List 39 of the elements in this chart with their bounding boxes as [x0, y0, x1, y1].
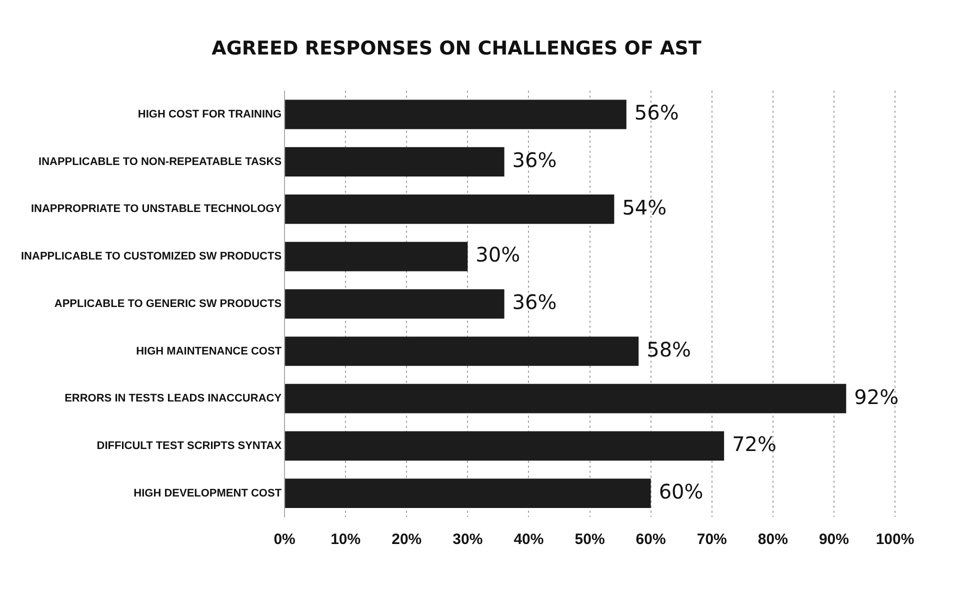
data-label: 36%	[512, 148, 557, 172]
x-tick-label: 40%	[514, 531, 544, 548]
data-label: 30%	[476, 242, 520, 267]
data-label: 36%	[512, 290, 557, 314]
bar	[285, 194, 614, 224]
x-tick-label: 100%	[876, 531, 914, 548]
data-label: 58%	[646, 337, 692, 362]
data-label: 72%	[732, 432, 777, 456]
bar	[285, 431, 724, 461]
bar	[285, 242, 468, 272]
data-label: 54%	[622, 195, 667, 220]
bar	[285, 289, 504, 319]
data-label: 60%	[658, 480, 704, 504]
chart-title: AGREED RESPONSES ON CHALLENGES OF AST	[212, 37, 702, 60]
bar	[285, 478, 651, 508]
x-tick-label: 30%	[452, 531, 483, 548]
data-label: 92%	[854, 384, 899, 409]
x-tick-label: 90%	[818, 531, 849, 548]
x-tick-label: 60%	[636, 531, 666, 548]
data-label: 56%	[634, 100, 679, 125]
y-tick-label: ERRORS IN TESTS LEADS INACCURACY	[64, 392, 282, 405]
bar	[285, 336, 639, 366]
y-tick-label: HIGH DEVELOPMENT COST	[134, 487, 282, 500]
y-tick-label: HIGH COST FOR TRAINING	[138, 108, 282, 121]
bar	[285, 100, 626, 130]
x-tick-label: 50%	[574, 531, 605, 548]
y-tick-label: INAPPROPRIATE TO UNSTABLE TECHNOLOGY	[30, 203, 282, 216]
x-tick-label: 20%	[392, 531, 422, 548]
x-tick-label: 80%	[758, 531, 788, 548]
bar	[285, 147, 504, 177]
y-tick-label: INAPPLICABLE TO CUSTOMIZED SW PRODUCTS	[21, 250, 282, 263]
y-tick-label: HIGH MAINTENANCE COST	[136, 345, 282, 358]
x-tick-label: 70%	[696, 531, 727, 548]
bar	[285, 384, 846, 414]
x-tick-label: 10%	[330, 531, 361, 548]
y-tick-label: DIFFICULT TEST SCRIPTS SYNTAX	[96, 440, 282, 452]
y-tick-label: INAPPLICABLE TO NON-REPEATABLE TASKS	[38, 156, 282, 168]
y-tick-label: APPLICABLE TO GENERIC SW PRODUCTS	[54, 298, 282, 310]
x-tick-label: 0%	[274, 531, 296, 548]
